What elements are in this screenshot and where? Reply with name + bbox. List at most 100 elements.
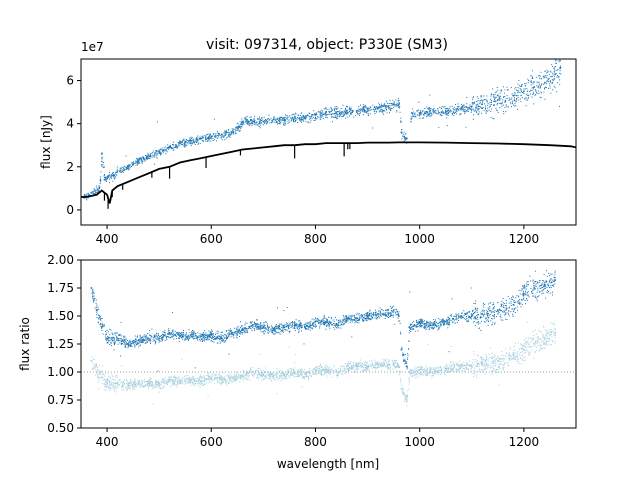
scatter-point xyxy=(477,100,479,102)
scatter-point xyxy=(388,107,390,108)
scatter-point xyxy=(526,90,528,92)
scatter-point xyxy=(106,385,108,387)
scatter-point xyxy=(263,330,265,332)
scatter-point xyxy=(375,111,377,113)
scatter-point xyxy=(477,308,478,310)
scatter-point xyxy=(401,129,403,131)
scatter-point xyxy=(399,107,400,109)
scatter-point xyxy=(405,363,407,364)
scatter-point xyxy=(445,111,447,113)
scatter-point xyxy=(482,99,484,101)
scatter-point xyxy=(374,107,375,108)
scatter-point xyxy=(178,337,180,339)
scatter-point xyxy=(467,312,469,314)
scatter-point xyxy=(539,281,541,283)
scatter-point xyxy=(178,332,180,334)
scatter-point xyxy=(158,338,160,340)
scatter-point xyxy=(209,135,210,136)
scatter-point xyxy=(183,330,184,331)
scatter-point xyxy=(102,333,104,335)
scatter-point xyxy=(415,330,417,332)
scatter-point xyxy=(305,322,307,324)
scatter-point xyxy=(239,127,241,129)
scatter-point xyxy=(168,331,170,333)
scatter-point xyxy=(287,323,289,325)
scatter-point xyxy=(500,314,502,316)
scatter-point xyxy=(489,314,491,315)
scatter-point xyxy=(385,105,387,107)
scatter-point xyxy=(439,326,441,328)
scatter-point xyxy=(533,88,534,90)
scatter-point xyxy=(154,336,156,338)
scatter-point xyxy=(195,335,196,336)
scatter-point xyxy=(475,311,477,313)
scatter-point xyxy=(543,274,545,275)
scatter-point xyxy=(420,324,422,326)
scatter-point xyxy=(391,311,393,313)
scatter-point xyxy=(165,153,167,155)
scatter-point xyxy=(233,337,235,339)
scatter-point xyxy=(347,116,349,118)
scatter-point xyxy=(468,315,470,317)
scatter-point xyxy=(135,342,137,344)
scatter-point xyxy=(437,108,439,110)
scatter-point xyxy=(278,325,280,327)
scatter-point xyxy=(399,111,401,113)
scatter-point xyxy=(149,158,151,159)
scatter-point xyxy=(295,324,297,326)
scatter-point xyxy=(520,302,522,304)
scatter-point xyxy=(550,287,552,288)
scatter-point xyxy=(160,337,162,339)
scatter-point xyxy=(216,140,218,142)
scatter-point xyxy=(198,381,200,383)
scatter-point xyxy=(527,94,529,96)
scatter-point xyxy=(455,111,457,113)
scatter-point xyxy=(368,314,370,316)
scatter-point xyxy=(505,314,507,315)
scatter-point xyxy=(112,172,114,174)
scatter-point xyxy=(260,329,262,331)
scatter-point xyxy=(503,311,505,313)
scatter-point xyxy=(333,113,335,115)
scatter-point xyxy=(529,275,531,277)
scatter-point xyxy=(472,309,474,311)
scatter-point xyxy=(319,118,321,120)
scatter-point xyxy=(378,310,380,312)
scatter-point xyxy=(233,128,235,130)
scatter-point xyxy=(524,88,526,90)
scatter-point xyxy=(309,116,311,118)
scatter-point xyxy=(447,114,449,116)
scatter-point xyxy=(553,276,555,278)
scatter-point xyxy=(378,106,380,108)
scatter-point xyxy=(288,326,289,328)
scatter-point xyxy=(506,308,508,310)
scatter-point xyxy=(247,122,249,124)
scatter-point xyxy=(461,317,463,319)
scatter-point xyxy=(182,336,184,337)
scatter-point xyxy=(299,322,301,324)
scatter-point xyxy=(434,110,436,111)
scatter-point xyxy=(92,296,94,298)
scatter-point xyxy=(166,336,168,337)
scatter-point xyxy=(284,124,286,126)
scatter-point xyxy=(259,118,261,120)
scatter-point xyxy=(415,369,417,371)
scatter-point xyxy=(487,315,489,317)
scatter-point xyxy=(321,320,323,322)
scatter-point xyxy=(341,116,343,118)
scatter-point xyxy=(523,297,525,299)
scatter-point xyxy=(455,313,457,315)
scatter-point xyxy=(521,84,523,86)
scatter-point xyxy=(514,88,516,90)
scatter-point xyxy=(279,123,281,125)
scatter-point xyxy=(137,160,139,162)
scatter-point xyxy=(548,290,550,292)
scatter-point xyxy=(180,334,182,335)
scatter-point xyxy=(124,336,126,338)
scatter-point xyxy=(507,89,509,91)
scatter-point xyxy=(538,295,540,297)
scatter-point xyxy=(367,315,369,317)
scatter-point xyxy=(276,121,278,123)
scatter-point xyxy=(426,321,428,323)
scatter-point xyxy=(536,281,538,283)
